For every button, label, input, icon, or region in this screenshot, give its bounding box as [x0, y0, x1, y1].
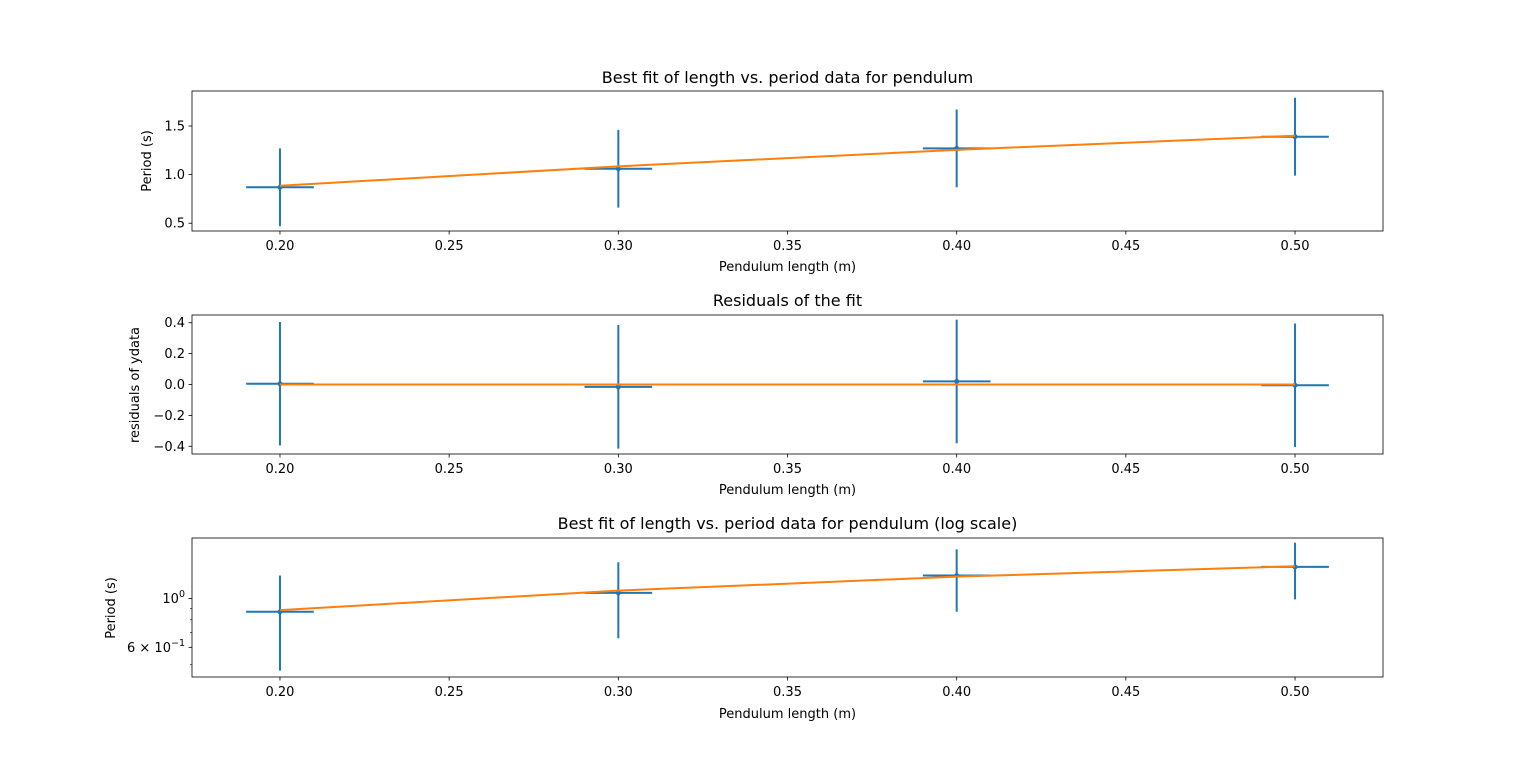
x-axis-label: Pendulum length (m): [719, 707, 856, 722]
y-tick-label: 1.5: [164, 120, 185, 135]
x-tick-label: 0.35: [773, 462, 802, 477]
y-tick-label: 100: [162, 589, 185, 607]
x-tick-label: 0.50: [1281, 462, 1310, 477]
x-tick-label: 0.35: [773, 685, 802, 700]
data-point: [954, 378, 960, 384]
data-point-errorbar: [584, 325, 653, 449]
y-tick-label: −0.2: [153, 409, 185, 424]
fit-line: [279, 565, 1296, 612]
y-axis-label: Period (s): [104, 577, 119, 639]
x-tick-label: 0.50: [1281, 239, 1310, 254]
x-tick-label: 0.35: [773, 239, 802, 254]
y-tick-label: 0.5: [164, 217, 185, 232]
y-axis-label: residuals of ydata: [128, 327, 143, 443]
x-tick-label: 0.45: [1111, 239, 1140, 254]
x-tick-label: 0.50: [1281, 685, 1310, 700]
y-tick-label: −0.4: [153, 440, 185, 455]
y-axis-label: Period (s): [140, 130, 155, 192]
x-tick-label: 0.25: [435, 462, 464, 477]
subplot-title: Best fit of length vs. period data for p…: [558, 514, 1018, 533]
x-tick-label: 0.25: [435, 239, 464, 254]
x-tick-label: 0.25: [435, 685, 464, 700]
data-point-errorbar: [584, 129, 653, 208]
axes-frame: [191, 537, 1384, 678]
subplot-title: Best fit of length vs. period data for p…: [602, 68, 973, 87]
axes-frame: [191, 314, 1384, 455]
axes-frame: [191, 90, 1384, 232]
x-tick-label: 0.45: [1111, 685, 1140, 700]
x-tick-label: 0.40: [942, 685, 971, 700]
subplot-residuals: Residuals of the fit Pendulum length (m)…: [128, 291, 1384, 498]
y-tick-label: 0.0: [164, 378, 185, 393]
subplot-title: Residuals of the fit: [713, 291, 862, 310]
y-tick-label: 6 × 10−1: [127, 638, 185, 656]
fit-line: [279, 134, 1296, 187]
x-axis-label: Pendulum length (m): [719, 260, 856, 275]
x-tick-label: 0.20: [265, 462, 294, 477]
subplot-period: Best fit of length vs. period data for p…: [140, 68, 1384, 275]
plot-area: 0.20 0.25 0.30 0.35 0.40 0.45 0.50 100 6 × 10−1: [127, 537, 1384, 700]
x-tick-label: 0.30: [604, 685, 633, 700]
data-point-errorbar: [922, 319, 991, 444]
x-tick-label: 0.45: [1111, 462, 1140, 477]
x-tick-label: 0.40: [942, 239, 971, 254]
x-tick-label: 0.20: [265, 239, 294, 254]
data-point: [615, 384, 621, 390]
x-tick-label: 0.30: [604, 239, 633, 254]
x-tick-label: 0.40: [942, 462, 971, 477]
y-tick-label: 0.2: [164, 347, 185, 362]
y-tick-label: 0.4: [164, 316, 185, 331]
x-tick-label: 0.20: [265, 685, 294, 700]
x-axis-label: Pendulum length (m): [719, 483, 856, 498]
subplot-period-log: Best fit of length vs. period data for p…: [104, 514, 1384, 722]
data-point: [615, 166, 621, 172]
plot-area: 0.20 0.25 0.30 0.35 0.40 0.45 0.50 0.4 0.2 0.0 −0.…: [153, 314, 1384, 477]
y-tick-label: 1.0: [164, 168, 185, 183]
x-tick-label: 0.30: [604, 462, 633, 477]
plot-area: 0.20 0.25 0.30 0.35 0.40 0.45 0.50 0.5 1.0 1.5: [164, 90, 1384, 254]
